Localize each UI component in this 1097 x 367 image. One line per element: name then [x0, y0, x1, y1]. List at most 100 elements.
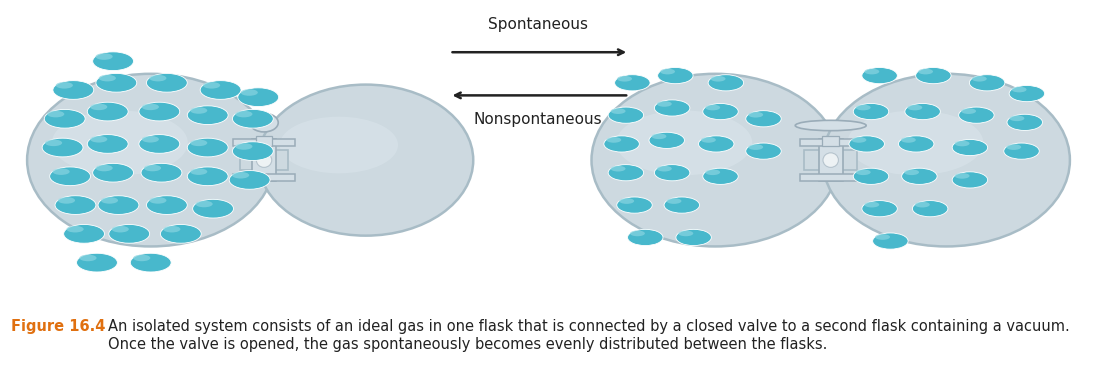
Ellipse shape — [795, 120, 867, 131]
Ellipse shape — [233, 172, 249, 178]
Bar — [818, 139, 842, 181]
Ellipse shape — [657, 166, 671, 171]
Bar — [804, 150, 857, 170]
Ellipse shape — [916, 68, 951, 84]
Ellipse shape — [1009, 116, 1025, 121]
Ellipse shape — [101, 197, 118, 204]
Ellipse shape — [88, 102, 128, 121]
Ellipse shape — [617, 110, 753, 175]
Ellipse shape — [853, 103, 889, 120]
Ellipse shape — [748, 144, 764, 150]
Ellipse shape — [664, 197, 700, 213]
Ellipse shape — [907, 105, 923, 110]
Ellipse shape — [44, 109, 86, 128]
Ellipse shape — [109, 225, 149, 243]
Ellipse shape — [92, 52, 134, 70]
Bar — [240, 150, 289, 170]
Ellipse shape — [190, 168, 207, 175]
Ellipse shape — [678, 230, 693, 236]
Ellipse shape — [904, 170, 919, 175]
Ellipse shape — [64, 225, 104, 243]
Ellipse shape — [56, 82, 72, 88]
Ellipse shape — [53, 168, 70, 175]
Ellipse shape — [131, 253, 171, 272]
Bar — [256, 136, 272, 146]
Ellipse shape — [618, 76, 632, 81]
Ellipse shape — [188, 138, 228, 157]
Ellipse shape — [676, 229, 711, 246]
Text: Figure 16.4: Figure 16.4 — [11, 319, 105, 334]
Ellipse shape — [711, 76, 725, 81]
Ellipse shape — [862, 201, 897, 217]
Ellipse shape — [617, 197, 653, 213]
Ellipse shape — [229, 171, 270, 189]
Ellipse shape — [972, 76, 987, 81]
Ellipse shape — [238, 88, 279, 106]
Ellipse shape — [959, 107, 994, 123]
Ellipse shape — [27, 74, 274, 247]
Ellipse shape — [703, 103, 738, 120]
Ellipse shape — [856, 170, 871, 175]
Ellipse shape — [258, 85, 473, 236]
Ellipse shape — [95, 73, 137, 92]
Ellipse shape — [160, 225, 201, 243]
Ellipse shape — [146, 73, 188, 92]
Ellipse shape — [611, 108, 625, 114]
Ellipse shape — [905, 103, 940, 120]
Ellipse shape — [88, 135, 128, 153]
Ellipse shape — [233, 109, 273, 128]
Ellipse shape — [649, 132, 685, 148]
Ellipse shape — [862, 68, 897, 84]
Ellipse shape — [864, 69, 880, 75]
Ellipse shape — [655, 100, 690, 116]
Ellipse shape — [95, 53, 113, 60]
Ellipse shape — [77, 253, 117, 272]
Ellipse shape — [746, 143, 781, 159]
Ellipse shape — [902, 168, 937, 184]
Ellipse shape — [657, 68, 693, 84]
Text: Spontaneous: Spontaneous — [488, 18, 588, 32]
Ellipse shape — [133, 255, 150, 261]
Ellipse shape — [79, 255, 97, 261]
Ellipse shape — [856, 105, 871, 110]
Ellipse shape — [657, 101, 671, 107]
Ellipse shape — [149, 75, 167, 81]
Ellipse shape — [954, 141, 970, 146]
Ellipse shape — [872, 233, 908, 249]
Ellipse shape — [913, 201, 948, 217]
Ellipse shape — [95, 165, 113, 171]
Ellipse shape — [190, 139, 207, 146]
Ellipse shape — [611, 166, 625, 171]
Ellipse shape — [864, 202, 880, 207]
Bar — [252, 139, 275, 181]
Ellipse shape — [235, 111, 252, 117]
Ellipse shape — [591, 74, 839, 247]
Ellipse shape — [603, 136, 640, 152]
Ellipse shape — [90, 103, 108, 110]
Ellipse shape — [701, 137, 716, 143]
Text: Nonspontaneous: Nonspontaneous — [474, 112, 602, 127]
Ellipse shape — [233, 142, 273, 160]
Ellipse shape — [1009, 86, 1044, 102]
Ellipse shape — [99, 75, 116, 81]
Ellipse shape — [627, 229, 663, 246]
Ellipse shape — [1006, 144, 1021, 150]
Ellipse shape — [952, 172, 987, 188]
Ellipse shape — [49, 167, 91, 186]
Ellipse shape — [149, 197, 167, 204]
Ellipse shape — [67, 226, 83, 232]
Ellipse shape — [703, 168, 738, 184]
Ellipse shape — [235, 143, 252, 150]
Ellipse shape — [660, 69, 675, 75]
Ellipse shape — [970, 75, 1005, 91]
Ellipse shape — [853, 168, 889, 184]
Ellipse shape — [849, 136, 884, 152]
Bar — [823, 136, 839, 146]
Ellipse shape — [90, 136, 108, 142]
Text: An isolated system consists of an ideal gas in one flask that is connected by a : An isolated system consists of an ideal … — [108, 319, 1070, 352]
Ellipse shape — [608, 107, 644, 123]
Ellipse shape — [257, 153, 272, 167]
Ellipse shape — [630, 230, 645, 236]
Ellipse shape — [619, 198, 634, 204]
Ellipse shape — [53, 81, 93, 99]
